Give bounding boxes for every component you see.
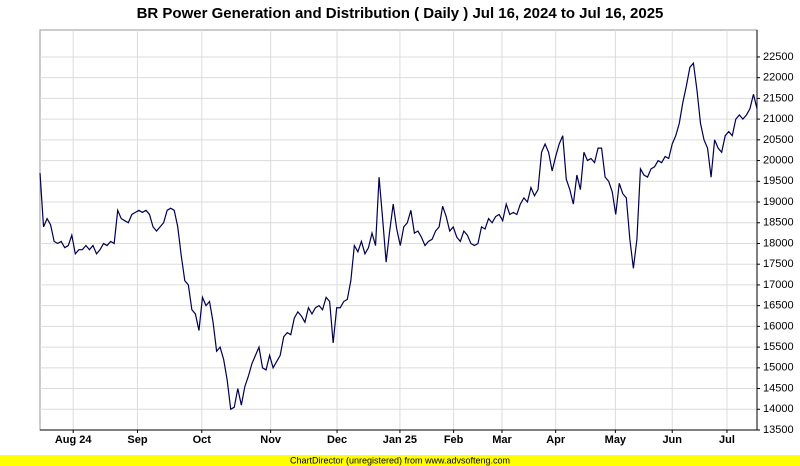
y-tick-label: 22500 <box>763 51 794 63</box>
x-tick-label: Jan 25 <box>383 434 417 446</box>
y-tick-label: 18500 <box>763 217 794 229</box>
y-tick-label: 18000 <box>763 237 794 249</box>
y-tick-label: 17000 <box>763 279 794 291</box>
x-tick-label: Jun <box>662 434 682 446</box>
y-tick-label: 19500 <box>763 175 794 187</box>
y-tick-label: 14500 <box>763 382 794 394</box>
y-tick-label: 20000 <box>763 154 794 166</box>
plot-area <box>39 29 758 431</box>
y-tick-label: 21500 <box>763 92 794 104</box>
x-tick-label: Sep <box>127 434 147 446</box>
x-tick-label: Feb <box>444 434 464 446</box>
y-tick-label: 20500 <box>763 134 794 146</box>
x-tick-label: Oct <box>193 434 212 446</box>
x-tick-label: Dec <box>327 434 347 446</box>
footer: ChartDirector (unregistered) from www.ad… <box>290 455 510 465</box>
y-tick-label: 15500 <box>763 341 794 353</box>
y-tick-label: 14000 <box>763 403 794 415</box>
y-tick-label: 22000 <box>763 72 794 84</box>
y-tick-label: 17500 <box>763 258 794 270</box>
x-tick-label: Mar <box>492 434 512 446</box>
y-tick-label: 21000 <box>763 113 794 125</box>
y-tick-label: 19000 <box>763 196 794 208</box>
footer-bar <box>0 455 800 466</box>
chart-title: BR Power Generation and Distribution ( D… <box>137 5 664 22</box>
y-tick-label: 13500 <box>763 424 794 436</box>
x-tick-label: Jul <box>719 434 735 446</box>
y-tick-label: 15000 <box>763 362 794 374</box>
x-tick-label: Nov <box>260 434 282 446</box>
x-tick-label: May <box>605 434 627 446</box>
x-tick-label: Apr <box>546 434 566 446</box>
y-tick-label: 16500 <box>763 300 794 312</box>
y-tick-label: 16000 <box>763 320 794 332</box>
line <box>39 61 758 411</box>
x-tick-label: Aug 24 <box>55 434 93 446</box>
